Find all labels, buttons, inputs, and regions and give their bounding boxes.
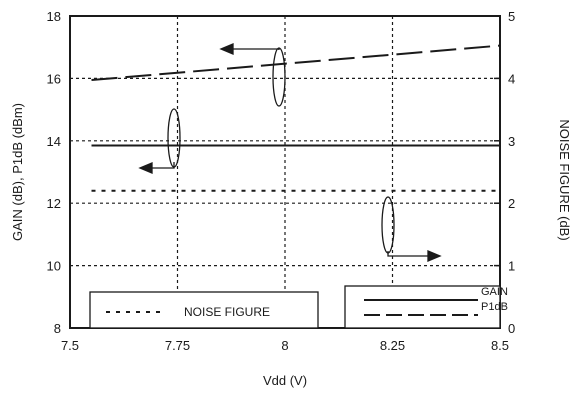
- y-left-tick-label: 14: [47, 134, 61, 149]
- legend-label-p1db: P1dB: [481, 301, 508, 313]
- y-left-tick-label: 18: [47, 9, 61, 24]
- annotation-p1db-left: [219, 43, 286, 107]
- y-right-axis-label: NOISE FIGURE (dB): [557, 119, 572, 240]
- legend-box-right: [344, 285, 501, 329]
- annotation-gain-left: [138, 108, 181, 174]
- y-right-tick-label: 0: [508, 321, 515, 336]
- legend-noise-figure: NOISE FIGURE: [89, 291, 319, 329]
- y-right-tick-label: 4: [508, 71, 515, 86]
- x-tick-label: 8.5: [491, 338, 509, 353]
- x-tick-label: 8.25: [380, 338, 405, 353]
- legend-gain-p1db: GAIN P1dB: [344, 285, 508, 329]
- y-right-tick-label: 2: [508, 196, 515, 211]
- y-left-tick-label: 16: [47, 71, 61, 86]
- x-tick-label: 8: [281, 338, 288, 353]
- series-group: [91, 44, 501, 192]
- y-left-tick-label: 8: [54, 321, 61, 336]
- annotation-nf-right: [381, 196, 442, 262]
- grid: [70, 16, 500, 328]
- legend-label-noise-figure: NOISE FIGURE: [184, 305, 270, 319]
- y-right-tick-label: 3: [508, 134, 515, 149]
- y-left-tick-label: 10: [47, 259, 61, 274]
- legend-box-left: [89, 291, 319, 329]
- x-tick-label: 7.5: [61, 338, 79, 353]
- x-axis-label: Vdd (V): [263, 373, 307, 388]
- x-tick-label: 7.75: [165, 338, 190, 353]
- y-right-tick-label: 1: [508, 259, 515, 274]
- y-right-tick-label: 5: [508, 9, 515, 24]
- series-line-p1db: [91, 44, 501, 81]
- y-left-tick-label: 12: [47, 196, 61, 211]
- y-left-axis-label: GAIN (dB), P1dB (dBm): [10, 103, 25, 241]
- annotations: [138, 43, 442, 262]
- legend-label-gain: GAIN: [481, 286, 508, 298]
